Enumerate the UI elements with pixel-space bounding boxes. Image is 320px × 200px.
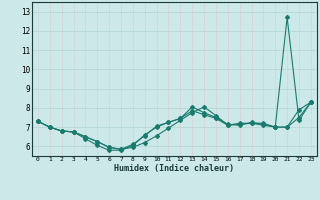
X-axis label: Humidex (Indice chaleur): Humidex (Indice chaleur) — [115, 164, 234, 173]
